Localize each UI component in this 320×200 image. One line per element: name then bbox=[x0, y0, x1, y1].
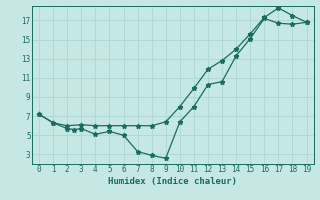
X-axis label: Humidex (Indice chaleur): Humidex (Indice chaleur) bbox=[108, 177, 237, 186]
